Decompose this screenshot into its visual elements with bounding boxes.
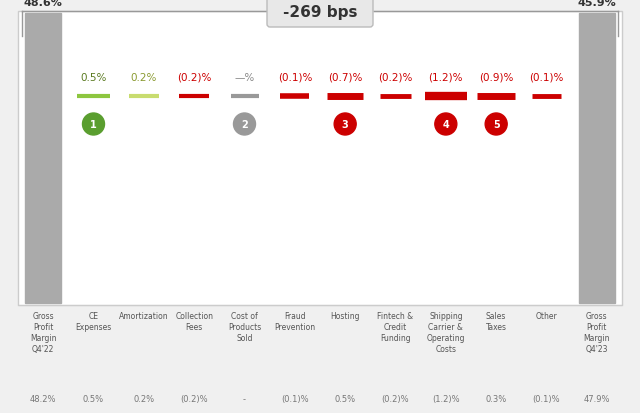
FancyBboxPatch shape [267, 0, 373, 28]
Circle shape [334, 114, 356, 136]
Text: (0.2)%: (0.2)% [177, 73, 211, 83]
Text: 0.2%: 0.2% [133, 394, 154, 403]
Text: 4: 4 [442, 120, 449, 130]
Text: 0.5%: 0.5% [335, 394, 356, 403]
Text: 48.2%: 48.2% [30, 394, 56, 403]
Text: 5: 5 [493, 120, 500, 130]
Text: Shipping
Carrier &
Operating
Costs: Shipping Carrier & Operating Costs [427, 311, 465, 354]
Text: Gross
Profit
Margin
Q4'22: Gross Profit Margin Q4'22 [30, 311, 56, 354]
Text: (0.1)%: (0.1)% [278, 73, 312, 83]
Circle shape [485, 114, 507, 136]
Text: (0.2)%: (0.2)% [381, 394, 410, 403]
Text: Other: Other [536, 311, 557, 320]
Text: (0.2)%: (0.2)% [180, 394, 208, 403]
Text: (0.1)%: (0.1)% [532, 394, 560, 403]
Bar [25, 14, 61, 303]
Text: -269 bps: -269 bps [283, 5, 357, 19]
Text: Cost of
Products
Sold: Cost of Products Sold [228, 311, 261, 342]
Text: Hosting: Hosting [330, 311, 360, 320]
Text: (1.2)%: (1.2)% [432, 394, 460, 403]
Text: —%: —% [234, 73, 255, 83]
Text: 2: 2 [241, 120, 248, 130]
Circle shape [234, 114, 255, 136]
Text: Collection
Fees: Collection Fees [175, 311, 213, 331]
Text: (0.1)%: (0.1)% [281, 394, 308, 403]
Text: -: - [243, 394, 246, 403]
Text: (0.2)%: (0.2)% [378, 73, 413, 83]
Text: Fintech &
Credit
Funding: Fintech & Credit Funding [378, 311, 413, 342]
Text: 48.6%: 48.6% [24, 0, 63, 8]
Bar [18, 12, 622, 305]
Bar [579, 14, 615, 303]
Circle shape [83, 114, 104, 136]
Text: 47.9%: 47.9% [584, 394, 610, 403]
Circle shape [435, 114, 457, 136]
Text: (0.9)%: (0.9)% [479, 73, 513, 83]
Text: 0.3%: 0.3% [486, 394, 507, 403]
Text: Fraud
Prevention: Fraud Prevention [275, 311, 316, 331]
Text: (1.2)%: (1.2)% [429, 73, 463, 83]
Text: CE
Expenses: CE Expenses [76, 311, 111, 331]
Text: 0.5%: 0.5% [80, 73, 107, 83]
Text: 0.2%: 0.2% [131, 73, 157, 83]
Text: Amortization: Amortization [119, 311, 169, 320]
Text: (0.1)%: (0.1)% [529, 73, 564, 83]
Text: 0.5%: 0.5% [83, 394, 104, 403]
Text: Sales
Taxes: Sales Taxes [486, 311, 507, 331]
Text: (0.7)%: (0.7)% [328, 73, 362, 83]
Text: 3: 3 [342, 120, 349, 130]
Text: 45.9%: 45.9% [577, 0, 616, 8]
Text: Gross
Profit
Margin
Q4'23: Gross Profit Margin Q4'23 [584, 311, 610, 354]
Text: 1: 1 [90, 120, 97, 130]
